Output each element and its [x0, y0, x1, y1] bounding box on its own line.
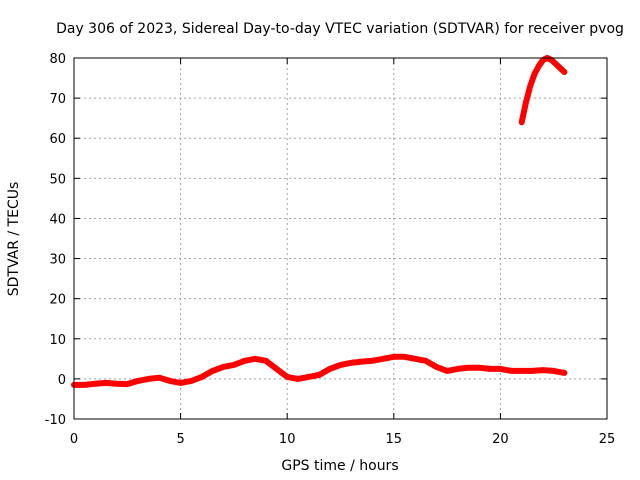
data-point: [476, 365, 482, 371]
data-point: [263, 358, 269, 364]
data-point: [487, 366, 493, 372]
data-point: [412, 356, 418, 362]
data-point: [391, 354, 397, 360]
data-point: [523, 99, 529, 105]
x-tick-label: 5: [176, 432, 184, 447]
x-tick-label: 0: [70, 432, 78, 447]
data-point: [348, 360, 354, 366]
data-point: [295, 376, 301, 382]
y-tick-label: 30: [49, 253, 66, 268]
data-point: [444, 368, 450, 374]
data-point: [557, 65, 563, 71]
y-tick-label: -10: [45, 413, 66, 428]
x-tick-label: 10: [279, 432, 296, 447]
x-tick-label: 20: [492, 432, 509, 447]
data-point: [370, 358, 375, 364]
chart-title: Day 306 of 2023, Sidereal Day-to-day VTE…: [56, 21, 624, 37]
data-point: [529, 368, 535, 374]
data-point: [92, 381, 98, 387]
x-axis-label: GPS time / hours: [281, 458, 398, 474]
data-point: [536, 63, 542, 69]
data-point: [327, 366, 333, 372]
data-point: [242, 358, 248, 364]
data-point: [465, 365, 471, 371]
data-point: [338, 362, 343, 368]
y-tick-label: 70: [49, 92, 66, 107]
data-point: [497, 366, 503, 372]
data-point: [455, 366, 461, 372]
data-point: [252, 356, 258, 362]
data-point: [527, 83, 533, 89]
data-point: [561, 370, 567, 376]
data-point: [532, 71, 537, 77]
y-tick-label: 80: [49, 52, 66, 67]
data-point: [306, 374, 311, 380]
y-tick-label: 0: [58, 373, 66, 388]
data-point: [114, 381, 120, 387]
x-tick-label: 25: [599, 432, 616, 447]
data-point: [380, 356, 386, 362]
data-point: [210, 368, 216, 374]
data-point: [178, 380, 184, 386]
data-point: [540, 57, 546, 63]
data-point: [549, 57, 555, 63]
data-point: [124, 381, 130, 387]
grid-lines: [74, 58, 607, 419]
data-point: [188, 378, 194, 384]
data-series: [71, 55, 568, 388]
data-point: [316, 372, 322, 378]
data-point: [199, 374, 205, 380]
data-point: [433, 364, 439, 370]
data-point: [519, 368, 525, 374]
data-point: [402, 354, 407, 360]
data-point: [553, 61, 559, 67]
data-point: [103, 380, 109, 386]
plot-frame: [73, 57, 608, 420]
y-tick-label: 50: [49, 172, 66, 187]
data-point: [274, 366, 279, 372]
y-tick-label: 10: [49, 333, 66, 348]
y-tick-label: 40: [49, 212, 66, 227]
y-tick-label: 60: [49, 132, 66, 147]
data-point: [519, 119, 525, 125]
axis-ticks: 0 5 10 15 20 25 -10 0 10 20 30 40 50 60 70 80: [45, 52, 616, 447]
data-point: [423, 358, 429, 364]
data-point: [167, 378, 173, 384]
data-point: [82, 382, 88, 388]
data-point: [284, 374, 290, 380]
data-point: [220, 364, 226, 370]
data-point: [551, 368, 557, 374]
data-point: [508, 368, 514, 374]
data-point: [561, 69, 567, 75]
data-point: [231, 362, 237, 368]
y-tick-label: 20: [49, 293, 66, 308]
data-point: [135, 378, 141, 384]
data-point: [540, 367, 546, 373]
x-tick-label: 15: [386, 432, 403, 447]
data-point: [146, 376, 152, 382]
data-point: [359, 359, 365, 365]
y-axis-label: SDTVAR / TECUs: [6, 182, 22, 297]
data-point: [156, 375, 162, 381]
